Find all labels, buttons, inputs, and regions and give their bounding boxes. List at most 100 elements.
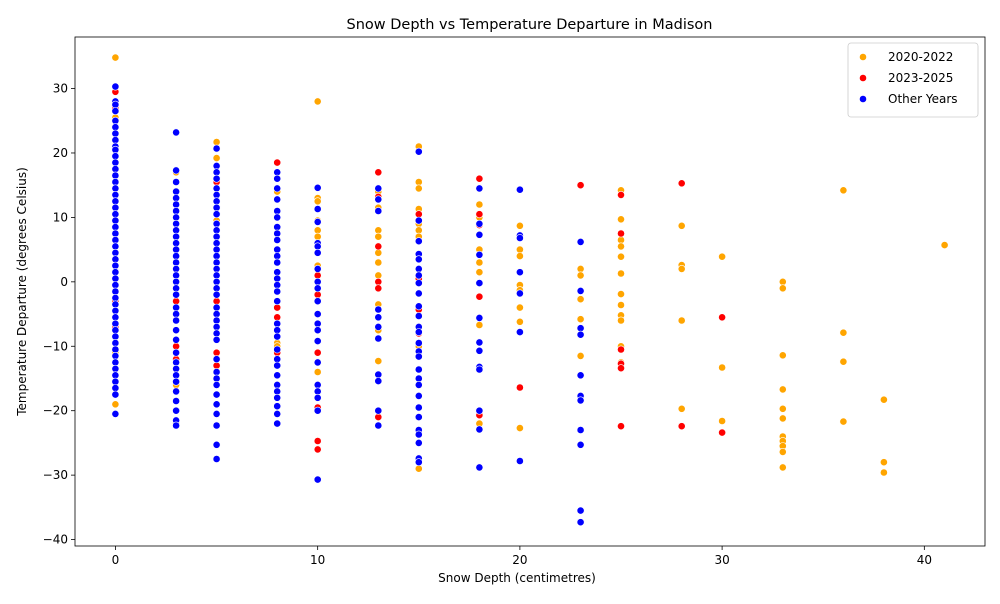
point-other-years bbox=[576, 286, 585, 295]
point-2020-2022 bbox=[718, 252, 726, 261]
point-other-years bbox=[475, 425, 484, 434]
legend-label: 2023-2025 bbox=[888, 71, 953, 85]
point-other-years bbox=[273, 213, 282, 222]
point-other-years bbox=[475, 463, 484, 472]
y-tick-label: 0 bbox=[60, 275, 68, 289]
point-other-years bbox=[172, 377, 180, 386]
point-2023-2025 bbox=[475, 292, 484, 301]
point-2020-2022 bbox=[516, 303, 524, 312]
point-other-years bbox=[111, 274, 120, 283]
point-2020-2022 bbox=[111, 400, 120, 409]
point-other-years bbox=[313, 277, 322, 286]
point-2023-2025 bbox=[212, 348, 221, 357]
point-other-years bbox=[212, 368, 221, 376]
point-other-years bbox=[516, 289, 524, 298]
point-other-years bbox=[273, 380, 282, 389]
point-other-years bbox=[475, 406, 484, 415]
point-other-years bbox=[576, 426, 585, 434]
point-2023-2025 bbox=[677, 179, 686, 188]
point-other-years bbox=[172, 303, 180, 312]
point-other-years bbox=[516, 457, 524, 465]
point-other-years bbox=[111, 339, 120, 347]
point-other-years bbox=[111, 409, 120, 418]
point-other-years bbox=[374, 305, 383, 314]
point-2020-2022 bbox=[778, 404, 787, 413]
point-other-years bbox=[172, 178, 180, 186]
y-tick-label: 20 bbox=[53, 146, 68, 160]
point-2020-2022 bbox=[313, 97, 322, 106]
point-other-years bbox=[576, 324, 585, 333]
point-2020-2022 bbox=[313, 232, 322, 241]
point-2020-2022 bbox=[617, 269, 625, 278]
point-other-years bbox=[111, 82, 120, 91]
point-2020-2022 bbox=[880, 458, 888, 467]
point-2023-2025 bbox=[374, 277, 383, 286]
point-2020-2022 bbox=[475, 268, 484, 277]
point-2023-2025 bbox=[475, 210, 484, 219]
point-other-years bbox=[172, 387, 180, 396]
point-other-years bbox=[111, 107, 120, 115]
point-other-years bbox=[172, 316, 180, 325]
legend-marker bbox=[859, 95, 867, 103]
point-other-years bbox=[212, 400, 221, 409]
point-2020-2022 bbox=[778, 463, 787, 472]
point-other-years bbox=[212, 290, 221, 299]
point-other-years bbox=[212, 245, 221, 254]
point-2020-2022 bbox=[313, 197, 322, 206]
y-tick-label: 30 bbox=[53, 82, 68, 96]
legend-label: Other Years bbox=[888, 92, 958, 106]
point-other-years bbox=[212, 232, 221, 241]
point-other-years bbox=[273, 258, 282, 267]
point-other-years bbox=[273, 332, 282, 341]
point-other-years bbox=[475, 184, 484, 193]
point-other-years bbox=[576, 371, 585, 380]
point-2020-2022 bbox=[839, 186, 848, 195]
point-other-years bbox=[212, 409, 221, 418]
point-2020-2022 bbox=[839, 417, 848, 426]
point-other-years bbox=[111, 306, 120, 315]
point-2020-2022 bbox=[576, 295, 585, 304]
point-other-years bbox=[374, 334, 383, 343]
point-2020-2022 bbox=[475, 321, 484, 329]
point-other-years bbox=[414, 430, 423, 439]
point-other-years bbox=[414, 352, 423, 361]
point-other-years bbox=[212, 144, 221, 153]
point-other-years bbox=[172, 219, 180, 228]
point-other-years bbox=[475, 338, 484, 347]
point-other-years bbox=[374, 377, 383, 385]
point-other-years bbox=[273, 184, 282, 193]
point-2023-2025 bbox=[313, 445, 322, 454]
point-other-years bbox=[414, 339, 423, 347]
point-2020-2022 bbox=[617, 301, 625, 309]
point-other-years bbox=[212, 210, 221, 219]
point-other-years bbox=[313, 248, 322, 257]
point-other-years bbox=[374, 195, 383, 204]
y-tick-label: −10 bbox=[43, 339, 68, 353]
x-tick-label: 10 bbox=[310, 553, 325, 567]
point-other-years bbox=[172, 200, 180, 209]
point-2023-2025 bbox=[576, 181, 585, 190]
point-2023-2025 bbox=[677, 422, 686, 431]
point-other-years bbox=[111, 351, 120, 360]
plot-frame bbox=[74, 36, 986, 547]
point-other-years bbox=[414, 380, 423, 389]
point-other-years bbox=[172, 421, 180, 430]
point-other-years bbox=[313, 183, 322, 192]
x-axis: 0 10 20 30 40 bbox=[112, 546, 932, 567]
point-other-years bbox=[212, 335, 221, 344]
point-other-years bbox=[111, 390, 120, 399]
point-other-years bbox=[313, 284, 322, 293]
point-other-years bbox=[374, 207, 383, 215]
point-other-years bbox=[313, 217, 322, 226]
point-other-years bbox=[313, 326, 322, 335]
point-other-years bbox=[313, 475, 322, 484]
point-other-years bbox=[273, 174, 282, 183]
point-2023-2025 bbox=[617, 422, 625, 431]
point-2020-2022 bbox=[677, 316, 686, 325]
point-other-years bbox=[414, 403, 423, 412]
point-other-years bbox=[172, 277, 180, 286]
point-other-years bbox=[576, 330, 585, 339]
point-other-years bbox=[111, 229, 120, 238]
point-2020-2022 bbox=[617, 290, 625, 298]
point-2020-2022 bbox=[212, 138, 221, 146]
